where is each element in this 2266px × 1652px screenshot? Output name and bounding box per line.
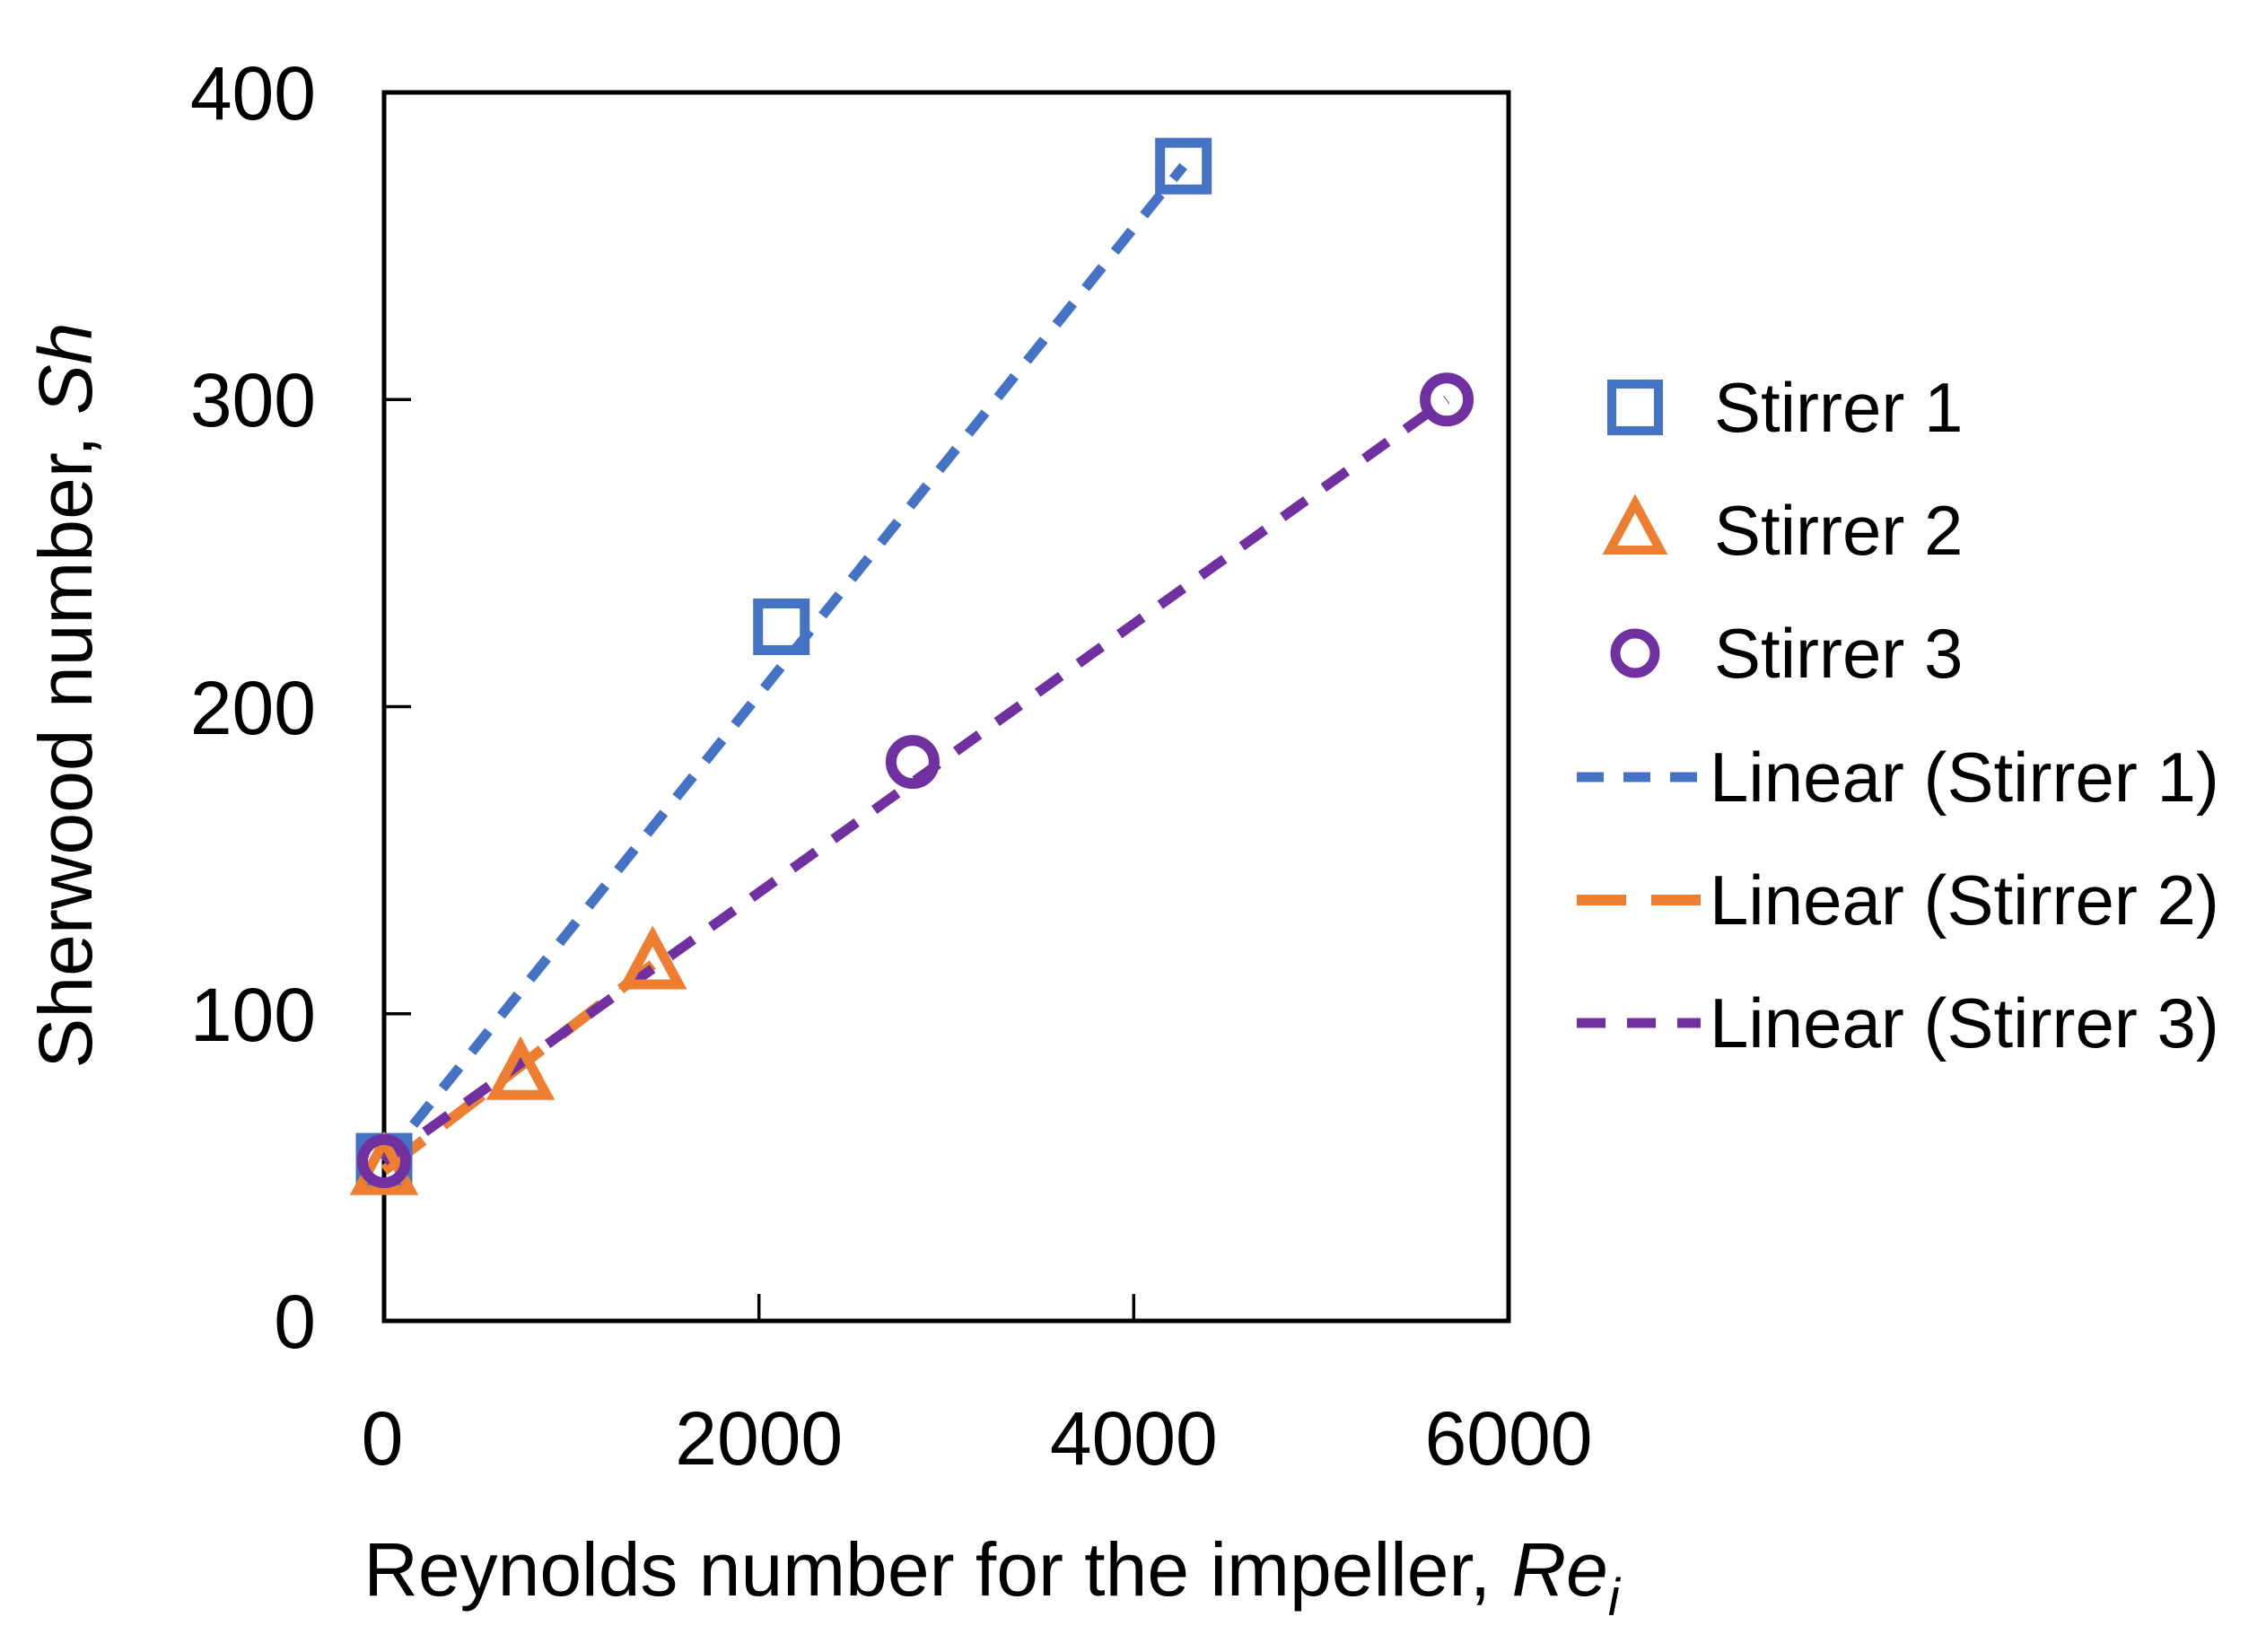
marker-circle-stirrer-3 [357, 1134, 411, 1189]
x-axis-title: Reynolds number for the impeller, Rei [363, 1527, 1622, 1627]
y-tick-label-0: 0 [274, 1280, 316, 1364]
legend-item-linear-stirrer-3: Linear (Stirrer 3) [1577, 983, 2219, 1062]
y-axis-title: Sherwood number, Sh [23, 322, 108, 1068]
x-tick-label-2000: 2000 [675, 1396, 843, 1481]
legend-triangle-marker [1602, 494, 1668, 555]
legend-label: Linear (Stirrer 3) [1710, 983, 2219, 1062]
legend-label: Stirrer 1 [1714, 368, 1963, 447]
marker-circle-stirrer-3 [885, 735, 940, 790]
legend-item-stirrer-1: Stirrer 1 [1607, 368, 1963, 447]
marker-circle-stirrer-3 [1420, 372, 1474, 427]
legend-label: Stirrer 3 [1714, 614, 1963, 693]
legend-item-stirrer-2: Stirrer 2 [1602, 491, 1963, 570]
axis-ticks [384, 398, 1510, 1321]
legend-item-linear-stirrer-1: Linear (Stirrer 1) [1577, 738, 2219, 817]
x-tick-labels: 0 2000 4000 6000 [362, 1396, 1593, 1481]
legend-item-linear-stirrer-2: Linear (Stirrer 2) [1577, 861, 2219, 940]
y-tick-labels: 400 300 200 100 0 [190, 51, 316, 1364]
legend-label: Linear (Stirrer 1) [1710, 738, 2219, 817]
legend: Stirrer 1 Stirrer 2 Stirrer 3 Linear (St… [1577, 368, 2219, 1062]
marker-square-stirrer-1 [753, 599, 810, 656]
y-tick-label-400: 400 [190, 51, 316, 135]
legend-item-stirrer-3: Stirrer 3 [1610, 614, 1963, 693]
legend-circle-marker [1610, 628, 1660, 678]
x-tick-label-4000: 4000 [1050, 1396, 1218, 1481]
x-tick-label-0: 0 [362, 1396, 404, 1481]
x-tick-label-6000: 6000 [1425, 1396, 1593, 1481]
y-tick-label-100: 100 [190, 973, 316, 1057]
legend-label: Stirrer 2 [1714, 491, 1963, 570]
trendline-stirrer-1 [380, 162, 1187, 1165]
marker-square-stirrer-1 [1155, 137, 1212, 195]
y-tick-label-200: 200 [190, 666, 316, 750]
series-layer [349, 137, 1474, 1195]
y-tick-label-300: 300 [190, 358, 316, 442]
plot-frame [381, 90, 1511, 1324]
marker-triangle-stirrer-2 [618, 925, 687, 990]
legend-label: Linear (Stirrer 2) [1710, 861, 2219, 940]
marker-triangle-stirrer-2 [486, 1036, 556, 1100]
legend-square-marker [1607, 380, 1663, 435]
marker-triangle-stirrer-2 [349, 1131, 419, 1195]
